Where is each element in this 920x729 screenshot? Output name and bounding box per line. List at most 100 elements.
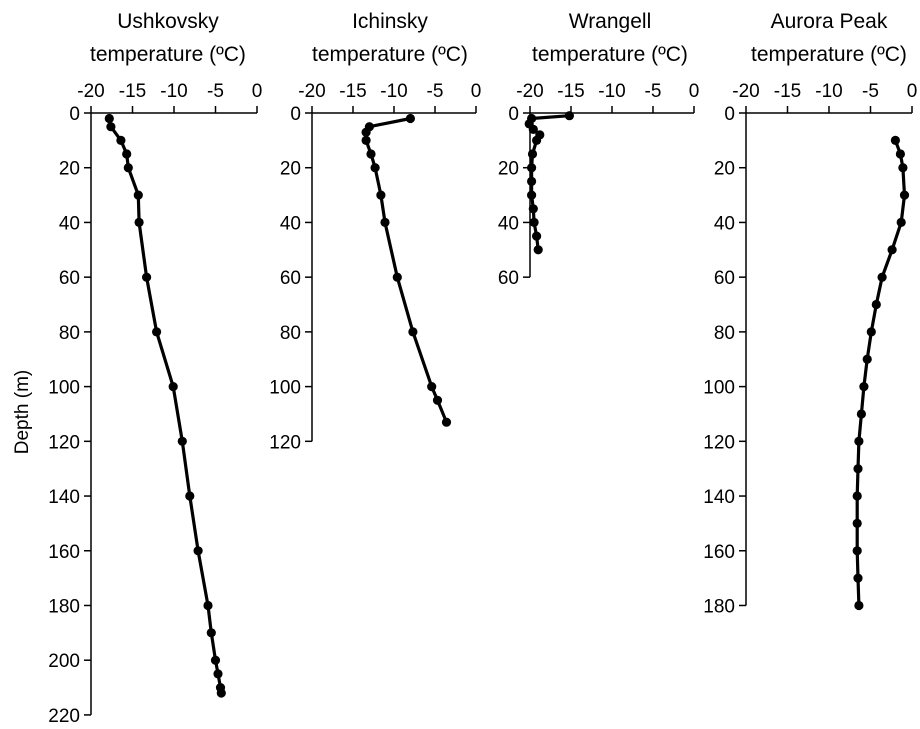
data-point xyxy=(216,688,226,698)
data-point xyxy=(898,163,908,173)
series-line xyxy=(855,138,907,608)
y-tick-label: 100 xyxy=(269,378,301,399)
data-point xyxy=(532,135,542,145)
x-tick-label: -5 xyxy=(207,81,224,102)
panel-aurora-peak: Aurora Peak temperature (ºC) -20 -15 -10 -5 0 0… xyxy=(703,10,917,617)
x-tick-label: -5 xyxy=(427,81,444,102)
data-point xyxy=(871,299,881,310)
y-tick-label: 60 xyxy=(59,268,80,289)
x-tick-label: -20 xyxy=(732,81,759,102)
y-tick-label: 120 xyxy=(269,432,301,453)
y-tick-label: 180 xyxy=(48,596,80,617)
data-point xyxy=(193,546,203,556)
data-point xyxy=(185,491,195,501)
panel-title: Ichinsky xyxy=(352,10,428,33)
y-tick-label: 0 xyxy=(508,104,519,125)
data-point xyxy=(203,600,213,611)
data-point xyxy=(854,436,864,446)
x-tick-label: -10 xyxy=(380,81,407,102)
x-tick-label: -20 xyxy=(516,81,543,102)
data-point xyxy=(104,113,114,124)
panel-ichinsky: Ichinsky temperature (ºC) -20 -15 -10 -5 0 0 20 4… xyxy=(269,10,481,453)
data-point xyxy=(533,245,543,255)
data-point xyxy=(392,272,402,282)
panel-ushkovsky: Ushkovsky temperature (ºC) -20 -15 -10 -5 0 0 20… xyxy=(48,10,262,727)
data-point xyxy=(206,628,216,638)
y-tick-label: 80 xyxy=(280,323,301,344)
data-point xyxy=(895,149,906,159)
data-point xyxy=(142,272,152,282)
x-tick-label: 0 xyxy=(471,81,482,102)
y-tick-label: 20 xyxy=(280,159,301,180)
data-point xyxy=(852,546,862,556)
y-tick-label: 120 xyxy=(48,432,80,453)
x-tick-label: -5 xyxy=(862,81,879,102)
x-axis-label: temperature (ºC) xyxy=(532,43,688,66)
series-line xyxy=(364,116,449,424)
y-tick-label: 100 xyxy=(703,378,735,399)
data-point xyxy=(527,176,537,186)
x-tick-label: -20 xyxy=(77,81,104,102)
data-point xyxy=(408,327,418,337)
data-point xyxy=(366,149,376,159)
data-point xyxy=(528,204,538,214)
x-tick-label: 0 xyxy=(252,81,263,102)
y-tick-label: 160 xyxy=(48,542,80,563)
data-point xyxy=(116,135,126,145)
panels: Ushkovsky temperature (ºC) -20 -15 -10 -5 0 0 20… xyxy=(48,10,917,727)
data-point xyxy=(122,149,132,159)
data-point xyxy=(862,354,872,364)
data-point xyxy=(376,190,386,200)
y-tick-label: 100 xyxy=(48,378,80,399)
data-point xyxy=(134,217,144,227)
y-tick-label: 20 xyxy=(59,159,80,180)
data-point xyxy=(380,217,390,227)
data-point xyxy=(896,217,906,227)
y-tick-label: 200 xyxy=(48,651,80,672)
data-point xyxy=(852,491,862,501)
y-tick-label: 60 xyxy=(714,268,735,289)
x-tick-label: 0 xyxy=(907,81,918,102)
data-point xyxy=(853,464,863,474)
panel-wrangell: Wrangell temperature (ºC) -20 -15 -10 -5 0 0 20 4… xyxy=(498,10,699,289)
data-point xyxy=(528,124,538,134)
y-tick-label: 180 xyxy=(703,596,735,617)
y-tick-label: 40 xyxy=(714,213,735,234)
y-tick-label: 40 xyxy=(280,213,301,234)
data-point xyxy=(532,231,542,241)
data-point xyxy=(177,436,187,446)
x-axis-label: temperature (ºC) xyxy=(751,43,907,66)
y-tick-label: 220 xyxy=(48,706,80,727)
x-tick-label: -10 xyxy=(160,81,187,102)
y-tick-label: 20 xyxy=(714,159,735,180)
data-point xyxy=(852,518,862,529)
x-tick-label: -15 xyxy=(774,81,801,102)
panel-title: Wrangell xyxy=(569,10,651,33)
x-tick-label: -15 xyxy=(557,81,584,102)
data-point xyxy=(432,395,443,405)
x-tick-label: -15 xyxy=(119,81,146,102)
data-point xyxy=(370,163,380,173)
data-point xyxy=(405,113,415,124)
x-axis-label: temperature (ºC) xyxy=(90,43,246,66)
data-point xyxy=(859,382,869,392)
x-tick-label: 0 xyxy=(689,81,700,102)
data-point xyxy=(427,382,437,392)
y-axis-label: Depth (m) xyxy=(12,370,33,454)
data-point xyxy=(877,272,887,282)
panel-title: Ushkovsky xyxy=(117,10,219,33)
data-point xyxy=(853,573,863,583)
y-tick-label: 60 xyxy=(498,268,519,289)
y-tick-label: 140 xyxy=(703,487,735,508)
y-tick-label: 120 xyxy=(703,432,735,453)
data-point xyxy=(527,149,538,159)
data-point xyxy=(152,327,162,337)
x-tick-label: -10 xyxy=(598,81,625,102)
y-tick-label: 160 xyxy=(703,542,735,563)
data-point xyxy=(866,327,876,337)
data-point xyxy=(529,217,539,227)
data-point xyxy=(210,655,221,665)
y-tick-label: 0 xyxy=(69,104,80,125)
data-point xyxy=(361,135,371,145)
